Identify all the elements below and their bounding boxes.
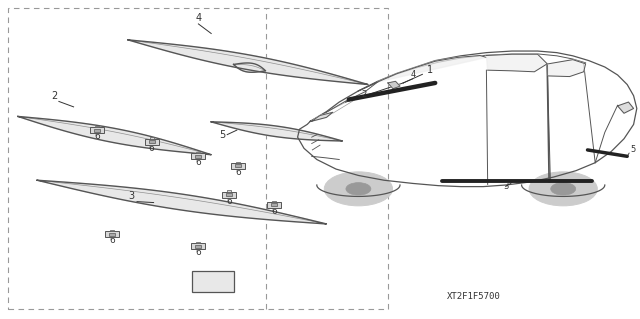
Bar	[231, 163, 245, 169]
Circle shape	[346, 183, 371, 195]
Bar	[8, 8, 388, 309]
Bar	[196, 152, 200, 153]
Polygon shape	[486, 54, 547, 72]
Polygon shape	[234, 63, 266, 72]
Bar	[195, 245, 202, 248]
Circle shape	[324, 172, 392, 206]
Text: 6: 6	[109, 236, 115, 245]
Bar	[109, 233, 115, 236]
Bar	[148, 140, 155, 143]
Bar	[150, 137, 154, 139]
Polygon shape	[312, 112, 333, 121]
Text: 1: 1	[427, 65, 433, 75]
Bar	[226, 193, 232, 196]
Bar	[227, 190, 231, 192]
Text: 2: 2	[361, 90, 366, 99]
Polygon shape	[378, 56, 486, 82]
Text: 4: 4	[410, 70, 415, 78]
Bar	[236, 162, 240, 163]
Polygon shape	[388, 81, 400, 89]
Polygon shape	[18, 116, 211, 155]
Bar	[145, 139, 159, 145]
Text: 6: 6	[149, 144, 154, 152]
Bar	[191, 243, 205, 249]
Text: 5: 5	[220, 130, 226, 140]
Text: 6: 6	[236, 168, 241, 177]
Polygon shape	[618, 102, 634, 113]
Bar	[94, 129, 100, 132]
Bar	[195, 155, 202, 158]
Bar	[95, 126, 99, 127]
Text: 6: 6	[95, 132, 100, 141]
Text: XT2F1F5700: XT2F1F5700	[447, 293, 500, 301]
Polygon shape	[128, 40, 368, 85]
Bar	[267, 202, 281, 208]
Bar	[222, 192, 236, 197]
Bar	[271, 203, 277, 206]
Bar	[196, 242, 200, 243]
Text: 2: 2	[51, 91, 58, 101]
Text: 3: 3	[128, 191, 134, 201]
Bar	[110, 230, 114, 232]
Polygon shape	[37, 180, 326, 224]
Text: 3: 3	[503, 182, 508, 191]
Bar	[192, 271, 234, 292]
Text: 6: 6	[271, 207, 276, 216]
Bar	[90, 127, 104, 133]
Text: 6: 6	[196, 158, 201, 167]
Text: 5: 5	[630, 145, 636, 153]
Bar	[105, 232, 119, 237]
Bar	[191, 153, 205, 159]
Circle shape	[550, 183, 576, 195]
Text: 4: 4	[195, 13, 202, 23]
Bar	[272, 201, 276, 202]
Text: 6: 6	[196, 248, 201, 257]
Bar	[235, 164, 241, 167]
Text: 6: 6	[227, 197, 232, 205]
Polygon shape	[211, 122, 342, 141]
Circle shape	[529, 172, 597, 206]
Polygon shape	[548, 60, 586, 77]
